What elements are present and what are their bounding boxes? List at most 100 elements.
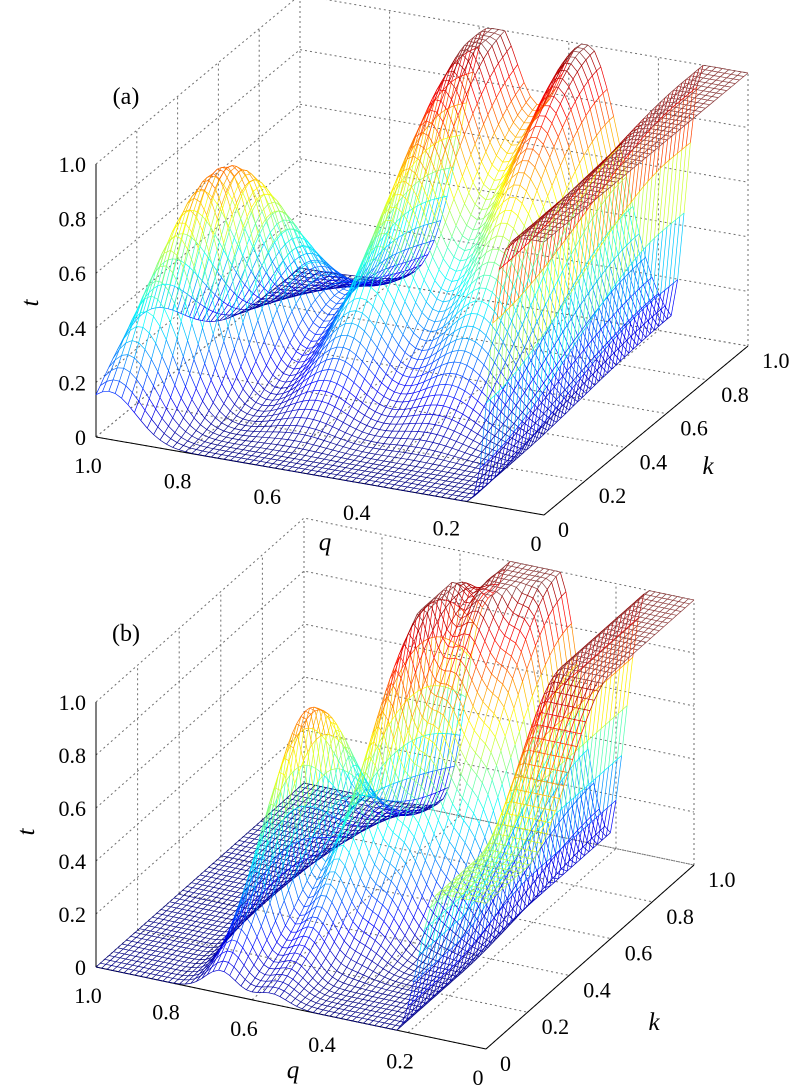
mesh-segment-k (151, 418, 159, 428)
mesh-segment-k (536, 137, 544, 145)
mesh-segment-k (664, 223, 672, 291)
mesh-segment-k (450, 476, 457, 479)
mesh-segment-k (236, 415, 244, 420)
mesh-segment-k (373, 447, 380, 450)
mesh-segment-k (255, 298, 263, 306)
mesh-segment-q (294, 453, 299, 459)
mesh-segment-q (200, 417, 205, 425)
mesh-segment-q (306, 409, 312, 419)
mesh-segment-q (332, 346, 338, 359)
mesh-segment-k (419, 120, 427, 127)
mesh-segment-k (388, 455, 395, 458)
mesh-segment-q (202, 280, 207, 287)
mesh-segment-k (473, 440, 480, 445)
mesh-segment-q (151, 343, 157, 360)
mesh-segment-q (300, 455, 306, 460)
mesh-segment-k (383, 474, 391, 476)
mesh-segment-q (270, 455, 276, 460)
mesh-segment-k (511, 172, 519, 179)
mesh-segment-k (443, 373, 450, 375)
mesh-segment-q (202, 429, 208, 435)
mesh-segment-k (545, 167, 553, 186)
mesh-segment-k (639, 156, 647, 158)
mesh-segment-k (477, 400, 485, 408)
mesh-segment-k (280, 267, 288, 277)
mesh-segment-q (334, 291, 339, 296)
mesh-segment-q (366, 338, 372, 351)
mesh-segment-k (679, 146, 687, 217)
mesh-segment-k (213, 432, 220, 436)
mesh-segment-k (223, 430, 231, 434)
mesh-segment-k (377, 391, 385, 397)
mesh-segment-k (395, 263, 403, 274)
mesh-segment-q (181, 431, 186, 438)
mesh-segment-k (196, 449, 203, 452)
mesh-segment-k (444, 149, 453, 169)
mesh-segment-k (230, 432, 237, 435)
mesh-segment-k (374, 326, 382, 337)
mesh-segment-k (355, 354, 363, 362)
mesh-segment-k (455, 103, 463, 137)
mesh-segment-q (238, 449, 244, 454)
mesh-segment-k (681, 108, 689, 110)
mesh-segment-q (227, 191, 233, 200)
mesh-segment-k (553, 216, 561, 240)
mesh-segment-k (429, 171, 437, 201)
mesh-segment-k (432, 256, 440, 270)
mesh-segment-k (268, 437, 276, 439)
mesh-segment-k (287, 457, 295, 459)
mesh-segment-k (319, 390, 327, 392)
mesh-segment-k (664, 122, 672, 124)
mesh-segment-k (357, 325, 365, 332)
mesh-segment-q (219, 341, 225, 356)
mesh-segment-k (291, 286, 298, 288)
mesh-segment-k (594, 251, 602, 276)
mesh-segment-q (289, 458, 295, 463)
mesh-segment-k (728, 69, 736, 72)
mesh-segment-q (197, 319, 203, 322)
mesh-segment-k (415, 154, 423, 184)
mesh-segment-k (411, 453, 419, 456)
mesh-segment-q (325, 380, 331, 392)
mesh-segment-k (315, 299, 322, 311)
mesh-segment-q (251, 402, 257, 409)
mesh-segment-k (278, 337, 286, 352)
mesh-segment-q (223, 395, 229, 404)
mesh-segment-k (436, 245, 444, 259)
mesh-segment-k (479, 221, 487, 229)
mesh-segment-k (628, 146, 636, 148)
mesh-segment-q (198, 450, 203, 455)
mesh-segment-k (511, 411, 519, 419)
mesh-segment-k (136, 326, 143, 328)
mesh-segment-k (170, 438, 178, 443)
mesh-segment-k (507, 223, 514, 229)
mesh-segment-k (391, 264, 399, 275)
mesh-segment-k (534, 166, 542, 180)
mesh-segment-k (211, 443, 218, 446)
mesh-segment-k (394, 484, 402, 487)
mesh-segment-k (113, 379, 120, 382)
mesh-segment-k (713, 88, 721, 90)
mesh-segment-k (427, 199, 435, 225)
grid-line-floor-q (274, 298, 480, 469)
mesh-segment-k (641, 147, 649, 150)
mesh-segment-k (692, 80, 700, 82)
mesh-segment-k (258, 441, 265, 444)
mesh-segment-k (366, 446, 374, 449)
mesh-segment-k (694, 71, 702, 74)
mesh-segment-k (617, 348, 625, 358)
mesh-segment-k (283, 328, 291, 344)
mesh-segment-k (494, 362, 502, 373)
mesh-segment-k (636, 308, 644, 346)
mesh-segment-k (223, 341, 231, 362)
mesh-segment-k (372, 242, 380, 262)
mesh-segment-k (460, 49, 467, 52)
mesh-segment-q (217, 422, 223, 429)
mesh-segment-k (244, 355, 252, 372)
mesh-segment-k (176, 408, 184, 419)
mesh-segment-k (473, 409, 481, 416)
mesh-segment-k (453, 397, 461, 402)
mesh-segment-k (249, 396, 257, 403)
mesh-segment-k (566, 228, 574, 299)
mesh-segment-q (253, 233, 259, 244)
